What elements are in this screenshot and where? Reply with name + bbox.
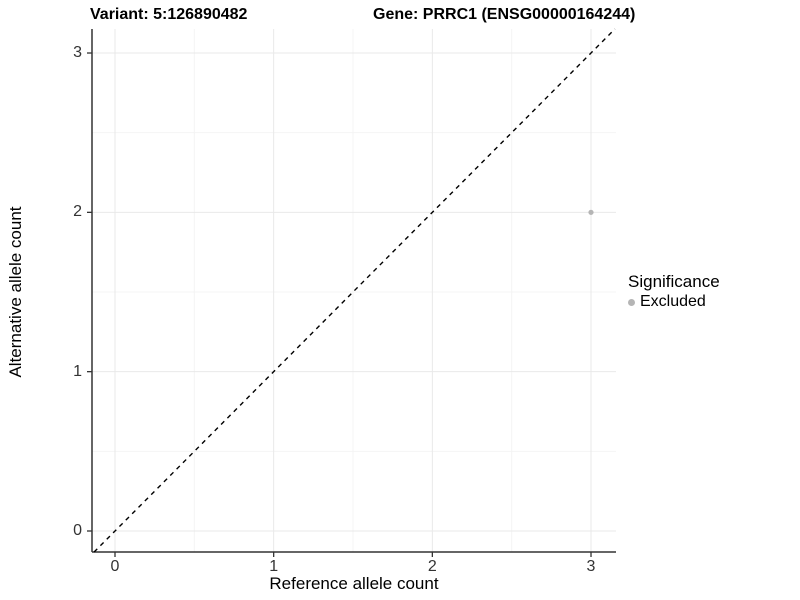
x-tick-label: 3 [586, 558, 596, 575]
legend-item: Excluded [628, 293, 720, 311]
legend-items: Excluded [628, 293, 720, 311]
gene-title: Gene: PRRC1 (ENSG00000164244) [373, 6, 636, 23]
y-tick-label: 3 [73, 44, 82, 61]
variant-title: Variant: 5:126890482 [90, 6, 248, 23]
y-tick-label: 2 [73, 203, 82, 221]
x-tick-label: 1 [269, 558, 279, 575]
x-axis-title: Reference allele count [269, 574, 439, 593]
legend-title: Significance [628, 272, 720, 291]
x-tick-label: 0 [110, 558, 120, 575]
y-tick-label: 0 [73, 522, 82, 539]
identity-dashed-line [93, 28, 616, 553]
legend-item-label: Excluded [640, 293, 706, 310]
data-point [588, 209, 594, 215]
legend-key-dot-icon [628, 298, 635, 306]
y-axis-title: Alternative allele count [6, 206, 25, 378]
x-tick-label: 2 [427, 558, 437, 575]
y-tick-label: 1 [73, 362, 82, 380]
legend: Significance Excluded [628, 272, 720, 311]
